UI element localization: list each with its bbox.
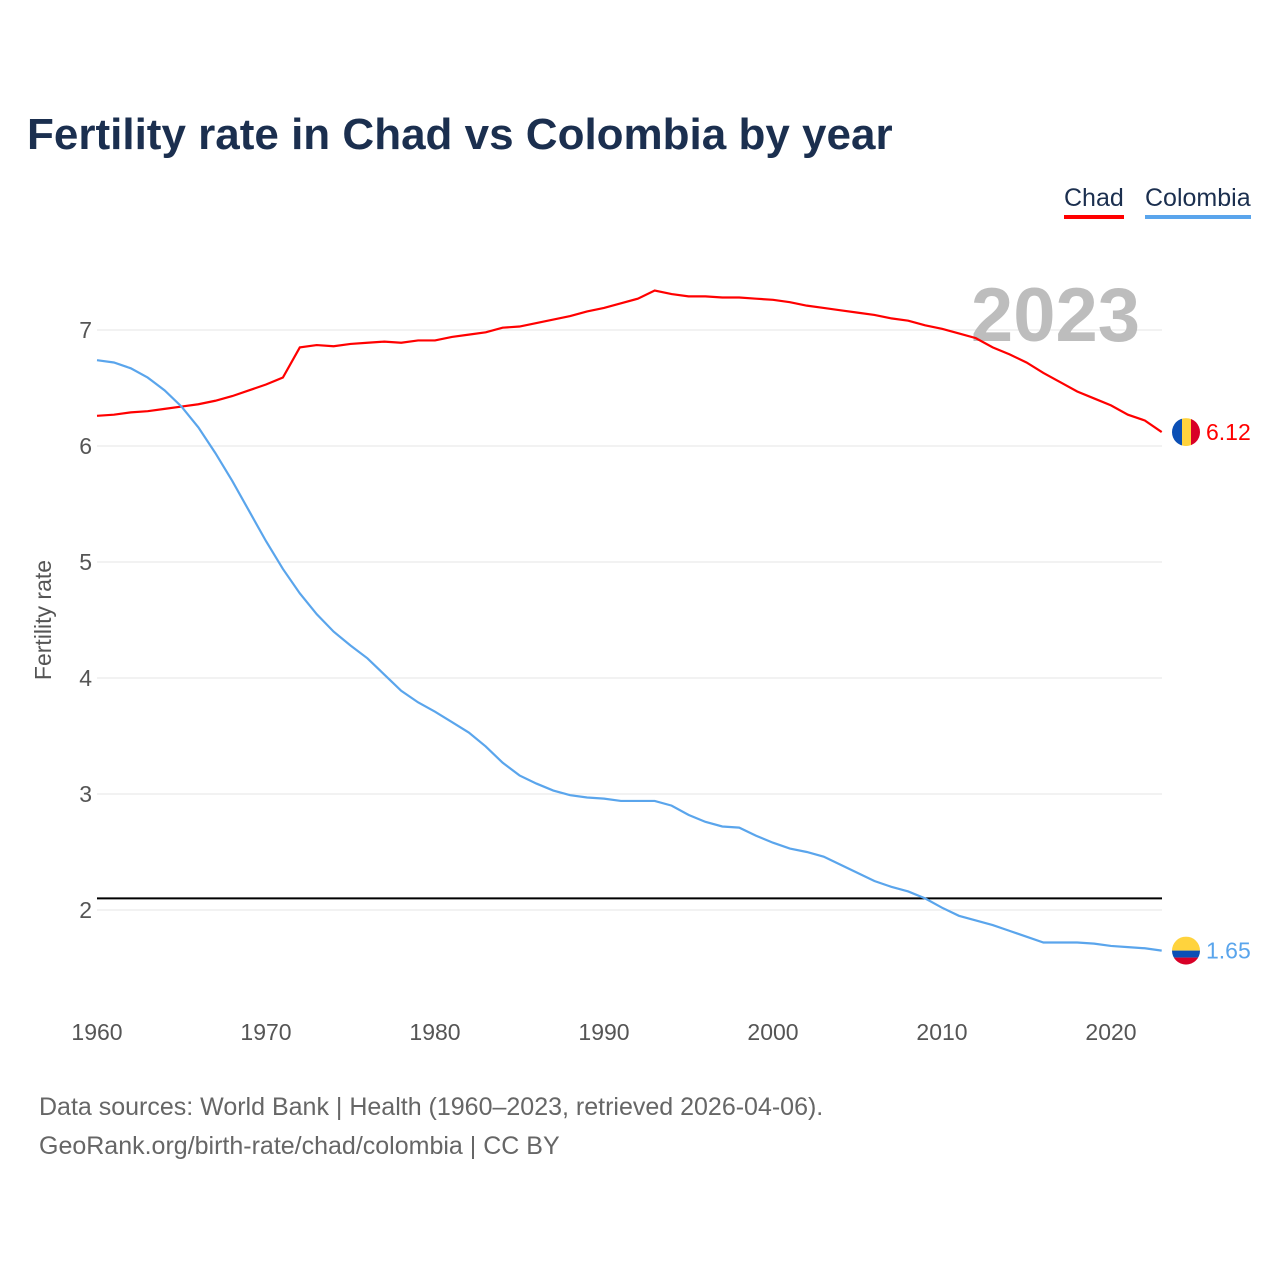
chad-flag-icon (1172, 418, 1200, 447)
series-line-chad[interactable] (96, 289, 1163, 433)
end-value-label: 6.12 (1206, 419, 1251, 445)
y-tick-label: 4 (79, 665, 92, 691)
source-line-2[interactable]: GeoRank.org/birth-rate/chad/colombia | C… (39, 1132, 560, 1160)
x-tick-label: 1970 (240, 1019, 291, 1045)
source-note: Data sources: World Bank | Health (1960–… (39, 1088, 823, 1166)
legend-chad[interactable]: Chad (1064, 184, 1124, 219)
y-tick-label: 7 (79, 317, 92, 343)
end-value-label: 1.65 (1206, 938, 1251, 964)
chart-title: Fertility rate in Chad vs Colombia by ye… (27, 110, 893, 159)
y-tick-label: 2 (79, 897, 92, 923)
y-tick-label: 6 (79, 433, 92, 459)
y-tick-label: 3 (79, 781, 92, 807)
y-axis-label: Fertility rate (30, 560, 56, 680)
colombia-flag-icon (1172, 936, 1200, 965)
x-tick-label: 2020 (1085, 1019, 1136, 1045)
source-line-1: Data sources: World Bank | Health (1960–… (39, 1093, 824, 1121)
x-tick-label: 2000 (747, 1019, 798, 1045)
y-tick-label: 5 (79, 549, 92, 575)
legend-colombia[interactable]: Colombia (1145, 184, 1251, 219)
x-tick-label: 1990 (578, 1019, 629, 1045)
x-tick-label: 1960 (71, 1019, 122, 1045)
year-watermark: 2023 (971, 273, 1140, 358)
x-tick-label: 2010 (916, 1019, 967, 1045)
x-tick-label: 1980 (409, 1019, 460, 1045)
series-line-colombia[interactable] (96, 359, 1162, 952)
